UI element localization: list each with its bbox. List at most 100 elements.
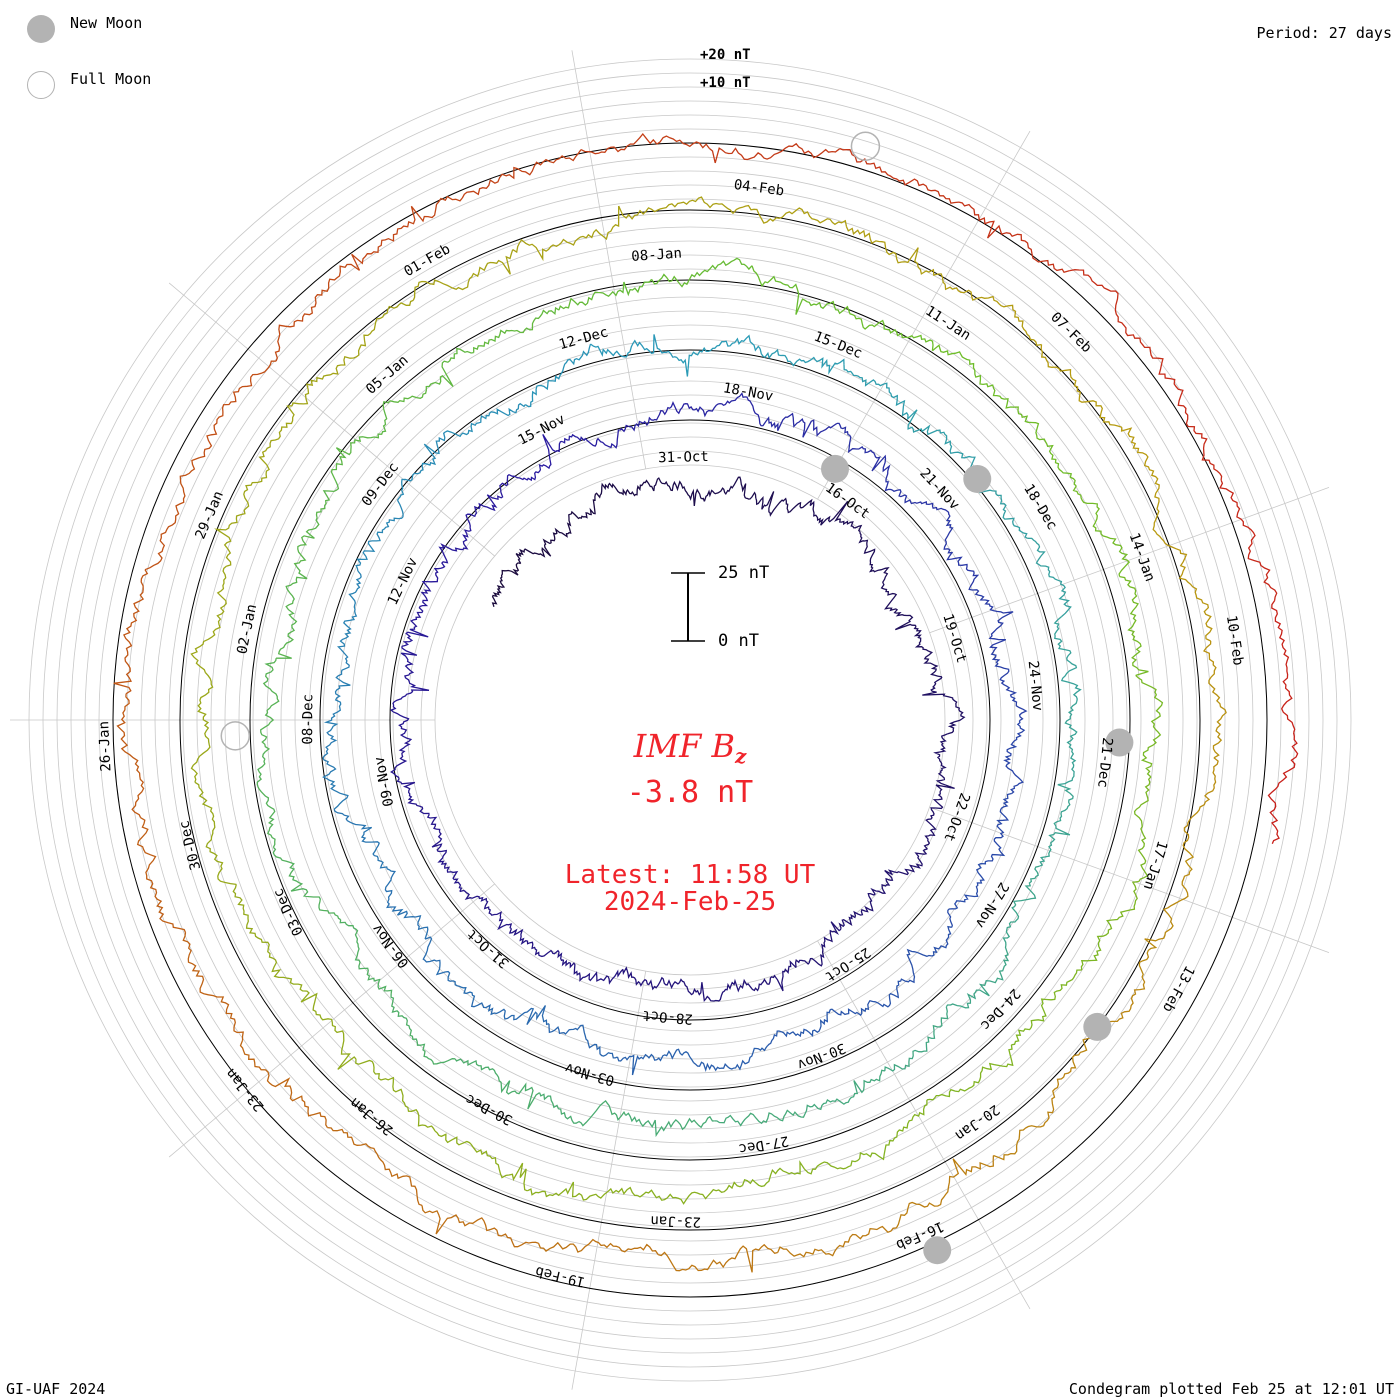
spoke-line [571, 971, 647, 1390]
date-label: 26-Jan [347, 1094, 396, 1138]
bz-trace-segment [1002, 865, 1040, 946]
bz-trace-segment [524, 343, 592, 408]
spoke-line [817, 940, 1031, 1310]
bz-trace-segment [276, 566, 308, 659]
scale-bar [671, 572, 705, 642]
bz-trace-segment [580, 132, 710, 155]
bz-trace-segment [390, 994, 456, 1065]
baseline-circle [249, 279, 1131, 1161]
bz-trace-segment [473, 306, 560, 353]
bz-trace-segment [741, 1160, 847, 1188]
bz-trace-segment [274, 263, 360, 362]
bz-trace-segment [880, 583, 917, 631]
scale-top-label: 25 nT [718, 563, 770, 583]
date-label: 21-Nov [916, 465, 962, 513]
bz-trace-segment [943, 515, 980, 588]
bz-trace-segment [947, 861, 987, 928]
bz-trace-segment [1014, 406, 1077, 487]
bz-trace-segment [732, 204, 848, 227]
baseline-circle [389, 419, 991, 1021]
bz-trace-segment [1072, 485, 1131, 577]
date-label: 01-Feb [401, 241, 453, 280]
bz-trace-segment [933, 733, 955, 792]
bz-trace-segment [990, 651, 1028, 722]
bz-trace-segment [461, 149, 582, 199]
bz-trace-segment [922, 676, 966, 735]
bz-trace-segment [470, 1001, 550, 1026]
bz-trace-segment [190, 565, 227, 673]
date-label: 18-Dec [1020, 481, 1060, 533]
spoke-line [929, 487, 1330, 634]
grid-ring [406, 436, 974, 1004]
bz-trace-segment [751, 265, 844, 315]
bz-trace-segment [622, 966, 680, 991]
date-label: 28-Oct [642, 1007, 694, 1027]
bz-trace-segment [1158, 363, 1223, 481]
bz-trace-segment [194, 781, 237, 886]
bz-trace-segment [884, 478, 951, 517]
bz-trace-segment [421, 533, 469, 586]
bz-trace-segment [396, 777, 441, 832]
grid-ring [364, 394, 1016, 1046]
bz-trace-segment [678, 978, 740, 1002]
bz-trace-segment [412, 249, 514, 301]
bz-trace-segment [199, 360, 277, 459]
grid-ring [336, 366, 1044, 1074]
imf-value: -3.8 nT [626, 775, 754, 810]
bz-trace-segment [968, 586, 1014, 653]
bz-trace-segment [1069, 269, 1164, 365]
bz-trace-segment [809, 500, 863, 532]
date-label: 07-Feb [1047, 309, 1094, 356]
date-label: 30-Nov [795, 1039, 848, 1072]
new-moon-marker [821, 454, 849, 483]
bz-trace-segment [560, 492, 601, 538]
spoke-line [929, 806, 1330, 953]
ring-label-20: +20 nT [700, 47, 751, 63]
bz-trace-segment [422, 936, 476, 1002]
date-label: 23-Jan [650, 1212, 701, 1229]
bz-traces [113, 132, 1299, 1273]
bz-trace-segment [1120, 427, 1160, 537]
bz-trace-segment [703, 476, 757, 502]
bz-trace-segment [761, 412, 838, 438]
bz-trace-segment [1271, 600, 1296, 733]
bz-trace-segment [389, 646, 430, 713]
date-label: 12-Nov [385, 555, 421, 608]
bz-trace-segment [616, 1048, 695, 1076]
bz-trace-segment [323, 649, 351, 729]
bz-trace-segment [884, 1006, 949, 1072]
date-label: 18-Nov [722, 380, 775, 405]
bz-trace-segment [330, 299, 414, 376]
latest-time: Latest: 11:58 UT [564, 860, 816, 890]
date-label: 14-Jan [1126, 531, 1158, 584]
date-label: 04-Feb [733, 177, 785, 199]
footer-credit: GI-UAF 2024 [6, 1380, 106, 1398]
bz-trace-segment [515, 527, 562, 564]
bz-trace-segment [895, 1155, 995, 1229]
moon-phase-markers [220, 131, 1134, 1265]
bz-trace-segment [923, 790, 944, 850]
bz-trace-segment [355, 499, 404, 572]
new-moon-label: New Moon [70, 14, 143, 32]
bz-trace-segment [421, 1205, 539, 1248]
bz-trace-segment [1039, 783, 1074, 867]
bz-trace-segment [355, 1059, 436, 1132]
date-label: 15-Dec [812, 329, 865, 362]
bz-trace-segment [777, 1225, 897, 1258]
bz-trace-segment [676, 334, 761, 377]
bz-trace-segment [985, 792, 1012, 863]
date-label: 16-Oct [822, 480, 872, 523]
bz-trace-segment [339, 919, 393, 995]
bz-trace-segment [708, 142, 841, 164]
bz-trace-segment [232, 884, 288, 979]
bz-trace-segment [926, 1044, 1014, 1101]
bz-trace-segment [214, 464, 270, 567]
spoke-line [168, 282, 495, 557]
bz-trace-segment [190, 672, 214, 783]
bz-trace-segment [899, 925, 952, 984]
bz-trace-segment [1057, 700, 1078, 786]
bz-trace-segment [1219, 479, 1278, 601]
bz-trace-segment [558, 278, 653, 311]
bz-trace-segment [322, 728, 349, 810]
bz-trace-segment [1011, 969, 1082, 1046]
